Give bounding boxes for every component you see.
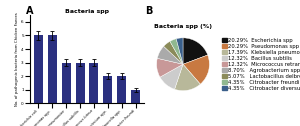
Bar <box>103 76 112 103</box>
Wedge shape <box>170 39 183 64</box>
Wedge shape <box>183 55 209 84</box>
Bar <box>117 76 126 103</box>
Wedge shape <box>157 58 183 77</box>
Wedge shape <box>176 38 183 64</box>
Wedge shape <box>157 46 183 64</box>
Title: Bacteria spp (%): Bacteria spp (%) <box>154 24 212 29</box>
Bar <box>61 63 71 103</box>
Wedge shape <box>183 38 208 64</box>
Bar <box>34 36 43 103</box>
Bar <box>89 63 98 103</box>
Wedge shape <box>175 64 200 91</box>
Bar <box>76 63 85 103</box>
Text: A: A <box>26 6 33 16</box>
Y-axis label: No. of pathogenic bacteria from Chicken Faeces: No. of pathogenic bacteria from Chicken … <box>15 12 19 106</box>
Wedge shape <box>160 64 183 89</box>
Text: B: B <box>146 6 153 16</box>
Bar <box>131 90 140 103</box>
Wedge shape <box>164 41 183 64</box>
Title: Bacteria spp: Bacteria spp <box>65 9 109 14</box>
Legend: 20.29%  Escherichia spp, 20.29%  Pseudomonas spp, 17.39%  Klebsiella pneumoniae,: 20.29% Escherichia spp, 20.29% Pseudomon… <box>222 37 300 91</box>
Bar <box>48 36 57 103</box>
